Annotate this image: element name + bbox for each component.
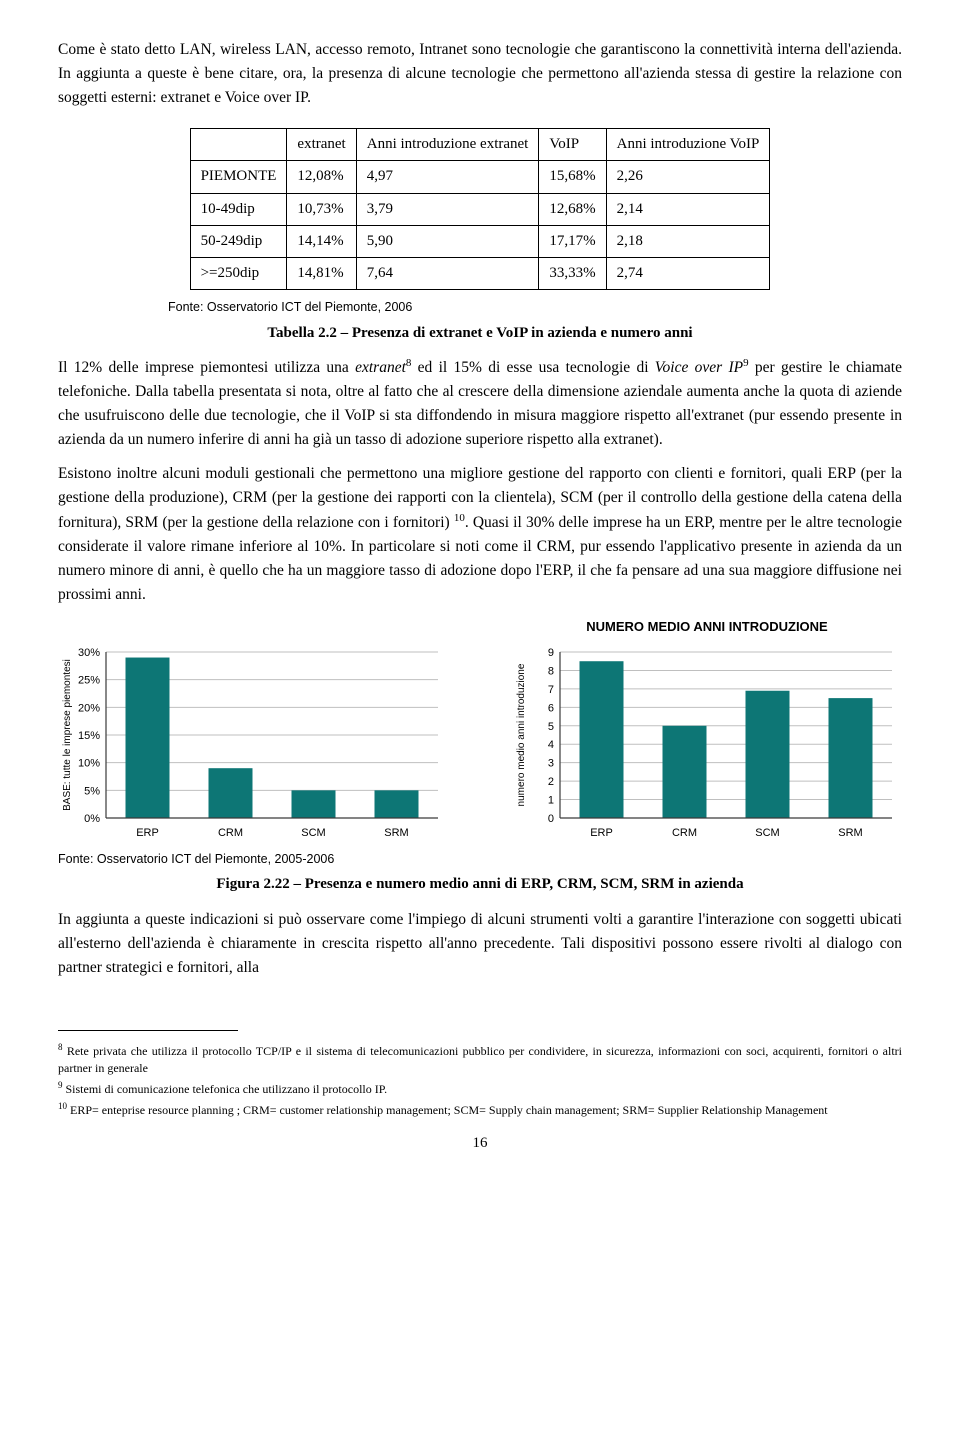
table-row: >=250dip14,81%7,6433,33%2,74 xyxy=(190,258,770,290)
svg-text:4: 4 xyxy=(548,739,554,751)
table-cell: 7,64 xyxy=(356,258,539,290)
chart-right-svg: 0 1 2 3 4 5 6 7 8 9 ERP CRM SCM SRM numero medio anni … xyxy=(512,644,902,844)
chart-left-svg: 0% 5% 10% 15% 20% 25% 30% ERP CRM SCM SRM BASE: tut… xyxy=(58,644,448,844)
figure-caption: Figura 2.22 – Presenza e numero medio an… xyxy=(58,873,902,896)
svg-text:5%: 5% xyxy=(84,785,100,797)
table-cell: 4,97 xyxy=(356,161,539,193)
svg-text:20%: 20% xyxy=(78,702,100,714)
table-cell: 50-249dip xyxy=(190,225,287,257)
table-source: Fonte: Osservatorio ICT del Piemonte, 20… xyxy=(168,298,902,317)
chart-left: 0% 5% 10% 15% 20% 25% 30% ERP CRM SCM SRM BASE: tut… xyxy=(58,617,448,843)
table-row: 10-49dip10,73%3,7912,68%2,14 xyxy=(190,193,770,225)
chart-left-title xyxy=(251,617,255,637)
p2-b: ed il 15% di esse usa tecnologie di xyxy=(411,359,654,376)
svg-text:30%: 30% xyxy=(78,647,100,659)
svg-text:9: 9 xyxy=(548,647,554,659)
svg-text:BASE: tutte le imprese piemont: BASE: tutte le imprese piemontesi xyxy=(62,659,73,811)
chart-right: NUMERO MEDIO ANNI INTRODUZIONE 0 1 2 3 4 5 6 7 8… xyxy=(512,617,902,843)
svg-text:ERP: ERP xyxy=(136,827,159,839)
table-cell: 2,26 xyxy=(606,161,770,193)
svg-text:SCM: SCM xyxy=(301,827,325,839)
table-cell: 17,17% xyxy=(539,225,606,257)
footnote-rule xyxy=(58,1030,238,1031)
svg-text:ERP: ERP xyxy=(590,827,613,839)
paragraph-1: Come è stato detto LAN, wireless LAN, ac… xyxy=(58,38,902,110)
table-cell: 14,14% xyxy=(287,225,356,257)
table-cell: 2,74 xyxy=(606,258,770,290)
svg-text:10%: 10% xyxy=(78,757,100,769)
table-cell: PIEMONTE xyxy=(190,161,287,193)
p2-em1: extranet xyxy=(355,359,406,376)
footnote-8: 8 Rete privata che utilizza il protocoll… xyxy=(58,1041,902,1077)
footnote-10: 10 ERP= enteprise resource planning ; CR… xyxy=(58,1100,902,1119)
table-row: 50-249dip14,14%5,9017,17%2,18 xyxy=(190,225,770,257)
th-extranet: extranet xyxy=(287,129,356,161)
table-caption: Tabella 2.2 – Presenza di extranet e VoI… xyxy=(58,322,902,345)
svg-text:6: 6 xyxy=(548,702,554,714)
svg-text:SRM: SRM xyxy=(384,827,408,839)
svg-text:CRM: CRM xyxy=(672,827,697,839)
table-cell: 15,68% xyxy=(539,161,606,193)
table-cell: 5,90 xyxy=(356,225,539,257)
table-cell: 33,33% xyxy=(539,258,606,290)
table-row: PIEMONTE12,08%4,9715,68%2,26 xyxy=(190,161,770,193)
table-cell: 14,81% xyxy=(287,258,356,290)
svg-text:0: 0 xyxy=(548,813,554,825)
table-cell: >=250dip xyxy=(190,258,287,290)
svg-text:SCM: SCM xyxy=(755,827,779,839)
svg-text:8: 8 xyxy=(548,665,554,677)
svg-text:5: 5 xyxy=(548,720,554,732)
svg-text:15%: 15% xyxy=(78,730,100,742)
charts-row: 0% 5% 10% 15% 20% 25% 30% ERP CRM SCM SRM BASE: tut… xyxy=(58,617,902,843)
table-cell: 3,79 xyxy=(356,193,539,225)
paragraph-2: Il 12% delle imprese piemontesi utilizza… xyxy=(58,355,902,452)
th-anni-extranet: Anni introduzione extranet xyxy=(356,129,539,161)
fn8-text: Rete privata che utilizza il protocollo … xyxy=(58,1044,902,1075)
table-cell: 12,08% xyxy=(287,161,356,193)
p3-sup: 10 xyxy=(454,512,465,524)
svg-text:2: 2 xyxy=(548,776,554,788)
table-cell: 10,73% xyxy=(287,193,356,225)
svg-text:CRM: CRM xyxy=(218,827,243,839)
svg-text:SRM: SRM xyxy=(838,827,862,839)
th-voip: VoIP xyxy=(539,129,606,161)
fn10-text: ERP= enteprise resource planning ; CRM= … xyxy=(67,1103,828,1117)
table-cell: 2,14 xyxy=(606,193,770,225)
table-header-row: extranet Anni introduzione extranet VoIP… xyxy=(190,129,770,161)
svg-text:3: 3 xyxy=(548,757,554,769)
svg-text:7: 7 xyxy=(548,683,554,695)
svg-text:1: 1 xyxy=(548,794,554,806)
svg-text:0%: 0% xyxy=(84,813,100,825)
table-cell: 2,18 xyxy=(606,225,770,257)
p2-em2: Voice over IP xyxy=(655,359,743,376)
fn9-text: Sistemi di comunicazione telefonica che … xyxy=(63,1082,388,1096)
paragraph-3: Esistono inoltre alcuni moduli gestional… xyxy=(58,462,902,607)
page-number: 16 xyxy=(58,1132,902,1155)
svg-text:25%: 25% xyxy=(78,674,100,686)
fn10-sup: 10 xyxy=(58,1101,67,1111)
paragraph-4: In aggiunta a queste indicazioni si può … xyxy=(58,908,902,980)
th-blank xyxy=(190,129,287,161)
svg-text:numero medio anni introduzione: numero medio anni introduzione xyxy=(516,663,527,806)
p2-a: Il 12% delle imprese piemontesi utilizza… xyxy=(58,359,355,376)
data-table: extranet Anni introduzione extranet VoIP… xyxy=(190,128,771,290)
chart-right-title: NUMERO MEDIO ANNI INTRODUZIONE xyxy=(586,617,827,637)
footnote-9: 9 Sistemi di comunicazione telefonica ch… xyxy=(58,1079,902,1098)
table-cell: 12,68% xyxy=(539,193,606,225)
th-anni-voip: Anni introduzione VoIP xyxy=(606,129,770,161)
table-cell: 10-49dip xyxy=(190,193,287,225)
figure-source: Fonte: Osservatorio ICT del Piemonte, 20… xyxy=(58,850,902,869)
